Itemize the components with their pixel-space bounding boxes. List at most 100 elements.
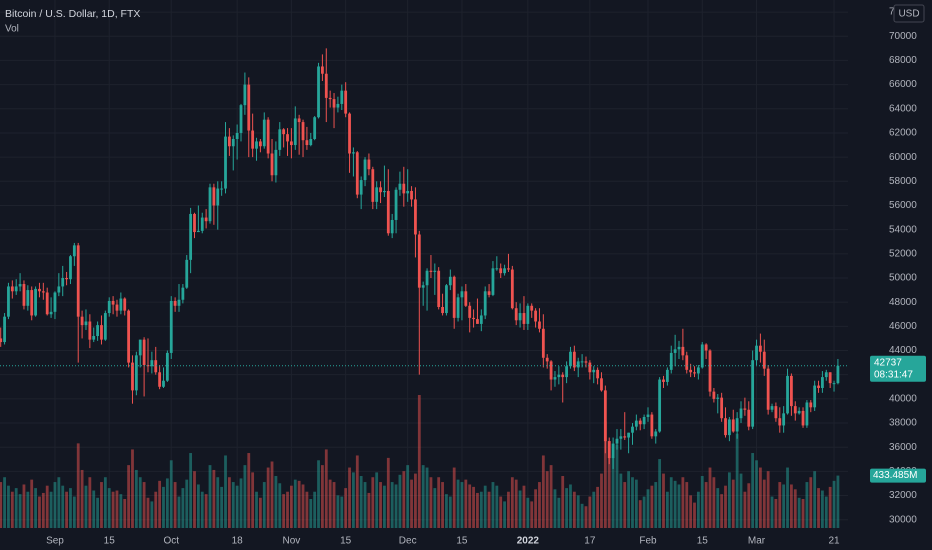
- volume-bar: [115, 490, 119, 528]
- volume-bar: [662, 473, 665, 528]
- volume-bar: [80, 469, 84, 528]
- volume-bar: [817, 488, 820, 528]
- candle-body: [332, 99, 336, 108]
- candle-body: [379, 187, 382, 193]
- grid: [0, 0, 848, 530]
- candle-body: [328, 97, 332, 100]
- candle-body: [383, 190, 386, 193]
- volume-bar: [243, 465, 247, 528]
- candle-body: [832, 383, 836, 385]
- candle-body: [336, 103, 340, 108]
- candle-body: [545, 357, 549, 362]
- volume-bar: [216, 477, 220, 528]
- x-tick-label: Feb: [639, 536, 657, 547]
- candle-body: [38, 288, 41, 292]
- y-tick-label: 58000: [889, 176, 917, 187]
- candle-body: [208, 187, 212, 222]
- candle-body: [627, 432, 631, 438]
- volume-bar: [569, 484, 572, 528]
- volume-bar: [371, 477, 375, 528]
- candle-body: [518, 313, 522, 321]
- volume-bar: [193, 471, 196, 528]
- candle-body: [80, 316, 84, 326]
- candle-body: [30, 290, 34, 316]
- candle-body: [592, 369, 596, 373]
- volume-bar: [483, 485, 487, 528]
- candle-body: [778, 418, 782, 426]
- candle-body: [72, 245, 76, 257]
- volume-bar: [293, 479, 297, 528]
- candle-body: [344, 90, 348, 114]
- candle-body: [317, 66, 320, 118]
- volume-bar: [507, 491, 510, 528]
- volume-bar: [452, 467, 456, 528]
- volume-title: Vol: [5, 24, 19, 35]
- y-tick-label: 70000: [889, 31, 917, 42]
- last-price-box: [870, 355, 926, 382]
- volume-bar: [809, 477, 813, 528]
- x-tick-label: 2022: [517, 536, 540, 547]
- volume-bar: [324, 449, 328, 528]
- volume-bar: [813, 471, 817, 528]
- volume-bar: [596, 486, 600, 528]
- candle-body: [588, 362, 592, 373]
- volume-bar: [646, 489, 650, 528]
- volume-bar: [615, 444, 619, 528]
- candle-body: [212, 187, 216, 206]
- volume-bar: [549, 465, 553, 528]
- volume-bar: [49, 491, 53, 528]
- volume-bar: [107, 488, 111, 528]
- volume-bar: [177, 496, 181, 528]
- candle-body: [468, 305, 472, 318]
- candle-body: [665, 369, 669, 382]
- volume-bar: [631, 477, 634, 528]
- volume-bar: [162, 486, 165, 528]
- candle-body: [650, 414, 654, 437]
- chart-title: Bitcoin / U.S. Dollar, 1D, FTX: [5, 8, 140, 20]
- candle-body: [677, 346, 681, 350]
- currency-button[interactable]: USD: [893, 4, 925, 23]
- currency-label[interactable]: USD: [898, 9, 919, 20]
- candle-body: [584, 361, 588, 363]
- candle-body: [751, 360, 755, 427]
- x-tick-label: 18: [232, 536, 244, 547]
- x-tick-label: 15: [456, 536, 468, 547]
- volume-bar: [286, 491, 289, 528]
- volume-bar: [14, 488, 18, 528]
- volume-bar: [638, 500, 642, 528]
- candle-body: [173, 300, 177, 306]
- candle-body: [123, 298, 127, 311]
- candle-body: [293, 118, 297, 146]
- volume-bar: [774, 498, 778, 528]
- volume-bar: [103, 477, 107, 528]
- volume-bar: [518, 490, 522, 528]
- candle-body: [654, 431, 658, 437]
- last-price-label: 42737: [874, 357, 902, 368]
- volume-bar: [658, 459, 662, 528]
- candle-body: [541, 328, 545, 358]
- candle-body: [103, 313, 107, 340]
- candle-body: [596, 369, 600, 379]
- volume-bar: [57, 477, 61, 528]
- candle-body: [770, 406, 774, 410]
- volume-bar: [410, 479, 413, 528]
- volume-bar: [689, 495, 693, 528]
- candle-body: [681, 346, 685, 356]
- currency-box[interactable]: [893, 4, 925, 23]
- candle-body: [441, 307, 444, 314]
- volume-bar: [801, 498, 805, 528]
- candle-body: [696, 367, 700, 374]
- volume-bar: [158, 480, 162, 528]
- candle-body: [131, 362, 134, 391]
- candle-body: [538, 321, 541, 329]
- volume-bar: [464, 479, 468, 528]
- candle-body: [708, 350, 712, 392]
- candle-body: [472, 317, 475, 320]
- volume-bar: [557, 497, 561, 528]
- volume-bar: [363, 482, 367, 528]
- candle-body: [57, 286, 61, 293]
- candle-body: [196, 230, 200, 233]
- volume-bar: [821, 490, 824, 528]
- candle-body: [26, 290, 30, 306]
- volume-bar: [479, 491, 483, 528]
